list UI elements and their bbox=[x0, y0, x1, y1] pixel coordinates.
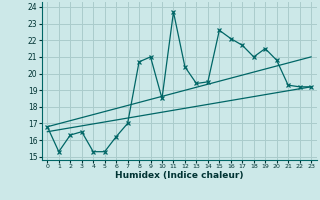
X-axis label: Humidex (Indice chaleur): Humidex (Indice chaleur) bbox=[115, 171, 244, 180]
